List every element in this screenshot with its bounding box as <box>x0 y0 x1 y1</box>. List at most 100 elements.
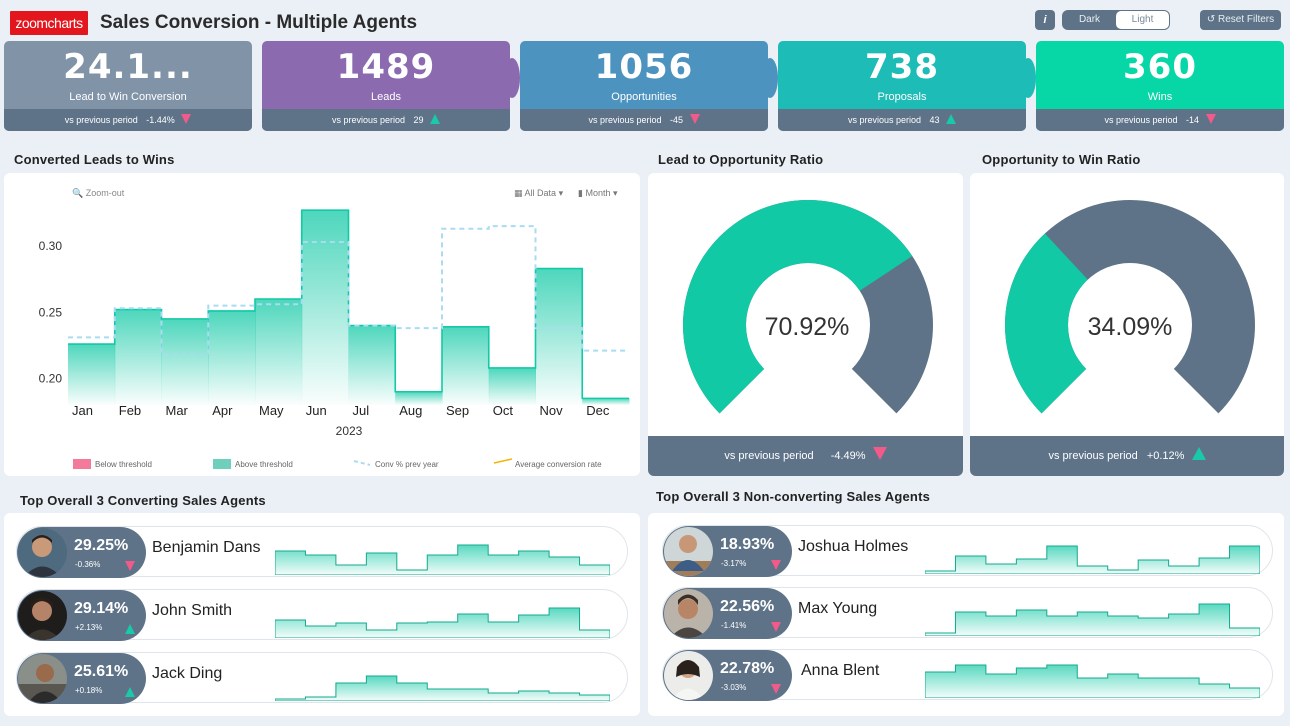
month-dropdown[interactable]: ▮ Month ▾ <box>578 188 618 199</box>
funnel-connector <box>762 58 778 98</box>
agent-row[interactable]: 25.61% +0.18% Jack Ding <box>16 652 628 704</box>
page-title: Sales Conversion - Multiple Agents <box>100 12 418 33</box>
agent-sparkline <box>925 603 1260 636</box>
area-step-feb[interactable] <box>114 309 162 405</box>
agent-conversion: 22.78% <box>720 660 775 677</box>
kpi-delta: -45 <box>670 115 684 125</box>
kpi-card-proposals[interactable]: 738 Proposals vs previous period 43 <box>778 41 1026 131</box>
agent-row[interactable]: 18.93% -3.17% Joshua Holmes <box>662 525 1273 577</box>
area-step-oct[interactable] <box>488 367 536 405</box>
kpi-card-opportunities[interactable]: 1056 Opportunities vs previous period -4… <box>520 41 768 131</box>
gauge-delta: +0.12% <box>1146 450 1185 462</box>
gauge-value: 70.92% <box>765 313 850 341</box>
bar-chart-icon: ▮ <box>578 188 583 198</box>
kpi-value: 360 <box>1123 47 1197 87</box>
kpi-footer: vs previous period -45 <box>520 109 768 131</box>
agent-sparkline <box>275 544 610 575</box>
zoom-out-button[interactable]: 🔍 Zoom-out <box>72 188 124 199</box>
legend-above-threshold[interactable]: Above threshold <box>235 460 293 469</box>
area-step-dec[interactable] <box>582 398 630 405</box>
zoomcharts-logo: zoomcharts <box>10 11 88 35</box>
agent-row[interactable]: 29.14% +2.13% John Smith <box>16 589 628 641</box>
agent-name: Anna Blent <box>801 662 880 679</box>
gauge-value: 34.09% <box>1088 313 1173 341</box>
all-data-dropdown[interactable]: ▦ All Data ▾ <box>514 188 563 199</box>
sparkline-area <box>925 545 1260 574</box>
theme-toggle[interactable]: Dark Light <box>1062 10 1170 30</box>
agent-row[interactable]: 22.56% -1.41% Max Young <box>662 587 1273 639</box>
area-step-sep[interactable] <box>442 326 490 405</box>
agent-row[interactable]: 29.25% -0.36% Benjamin Dans <box>16 526 628 578</box>
kpi-label: Leads <box>371 91 401 103</box>
reset-filters-button[interactable]: ↺ Reset Filters <box>1200 10 1281 30</box>
converting-agents-panel: 29.25% -0.36% Benjamin Dans 29.14% +2.13… <box>4 513 640 716</box>
legend-below-threshold[interactable]: Below threshold <box>95 460 152 469</box>
agent-conversion: 18.93% <box>720 536 775 553</box>
avatar <box>664 589 713 638</box>
gauge-vs-label: vs previous period <box>1048 450 1138 462</box>
lead-opportunity-gauge[interactable]: 70.92% <box>648 173 963 436</box>
legend-conv-prev-year[interactable]: Conv % prev year <box>375 460 439 469</box>
gauge-footer: vs previous period +0.12% <box>970 436 1284 476</box>
opportunity-win-panel: 34.09% vs previous period +0.12% <box>970 173 1284 476</box>
agent-sparkline <box>925 664 1260 698</box>
trend-up-icon <box>430 114 441 124</box>
kpi-footer: vs previous period -14 <box>1036 109 1284 131</box>
trend-down-icon <box>689 114 700 124</box>
kpi-vs-label: vs previous period <box>64 115 138 125</box>
gauge-delta: -4.49% <box>830 450 866 462</box>
calendar-icon: ▦ <box>514 188 523 198</box>
agent-delta: -3.03% <box>721 683 747 692</box>
area-step-jun[interactable] <box>301 210 349 405</box>
area-step-jan[interactable] <box>68 344 116 405</box>
area-step-mar[interactable] <box>161 318 209 405</box>
avatar <box>664 651 713 700</box>
y-tick-label: 0.25 <box>39 305 63 319</box>
opportunity-win-title: Opportunity to Win Ratio <box>982 152 1141 167</box>
sparkline-area <box>275 607 610 638</box>
zoom-out-icon: 🔍 <box>72 188 84 198</box>
above-threshold-line <box>68 209 629 400</box>
sparkline-area <box>925 603 1260 636</box>
zoom-out-label: Zoom-out <box>85 188 125 198</box>
converting-agents-title: Top Overall 3 Converting Sales Agents <box>20 493 266 508</box>
agent-sparkline <box>275 607 610 638</box>
legend-below-threshold-swatch <box>73 459 91 469</box>
lead-opportunity-title: Lead to Opportunity Ratio <box>658 152 824 167</box>
trend-down-icon <box>872 447 887 460</box>
x-tick-label: Aug <box>399 403 422 418</box>
area-step-apr[interactable] <box>208 310 256 405</box>
avatar <box>18 528 67 577</box>
reset-icon: ↺ <box>1206 14 1216 25</box>
opportunity-win-gauge[interactable]: 34.09% <box>970 173 1284 436</box>
gauge-fill <box>1005 233 1088 414</box>
all-data-label: All Data <box>524 188 557 198</box>
x-tick-label: Feb <box>119 403 141 418</box>
agent-delta: -0.36% <box>75 560 101 569</box>
theme-dark-option[interactable]: Dark <box>1078 14 1101 25</box>
trend-up-icon <box>125 624 135 634</box>
kpi-label: Lead to Win Conversion <box>69 91 187 103</box>
trend-down-icon <box>1205 114 1216 124</box>
kpi-card-wins[interactable]: 360 Wins vs previous period -14 <box>1036 41 1284 131</box>
area-step-jul[interactable] <box>348 325 396 406</box>
area-step-aug[interactable] <box>395 391 443 405</box>
x-tick-label: Apr <box>212 403 233 418</box>
agent-row[interactable]: 22.78% -3.03% Anna Blent <box>662 649 1273 701</box>
nonconverting-agents-title: Top Overall 3 Non-converting Sales Agent… <box>656 489 931 504</box>
kpi-card-conversion[interactable]: 24.1... Lead to Win Conversion vs previo… <box>4 41 252 131</box>
area-step-may[interactable] <box>255 299 303 405</box>
legend-average-conversion[interactable]: Average conversion rate <box>515 460 602 469</box>
legend-above-threshold-swatch <box>213 459 231 469</box>
trend-down-icon <box>771 622 781 632</box>
kpi-vs-label: vs previous period <box>1104 115 1178 125</box>
conversion-chart[interactable]: 0.20 0.25 0.30 Jan Feb Mar Apr May Jun Jul Aug Sep… <box>4 173 640 476</box>
trend-down-icon <box>771 560 781 570</box>
info-button[interactable]: i <box>1035 10 1055 30</box>
theme-light-option[interactable]: Light <box>1116 11 1169 29</box>
x-tick-label: Oct <box>493 403 514 418</box>
kpi-card-leads[interactable]: 1489 Leads vs previous period 29 <box>262 41 510 131</box>
legend-average-swatch <box>493 458 513 464</box>
kpi-value: 1056 <box>594 47 694 87</box>
area-step-nov[interactable] <box>535 268 583 405</box>
